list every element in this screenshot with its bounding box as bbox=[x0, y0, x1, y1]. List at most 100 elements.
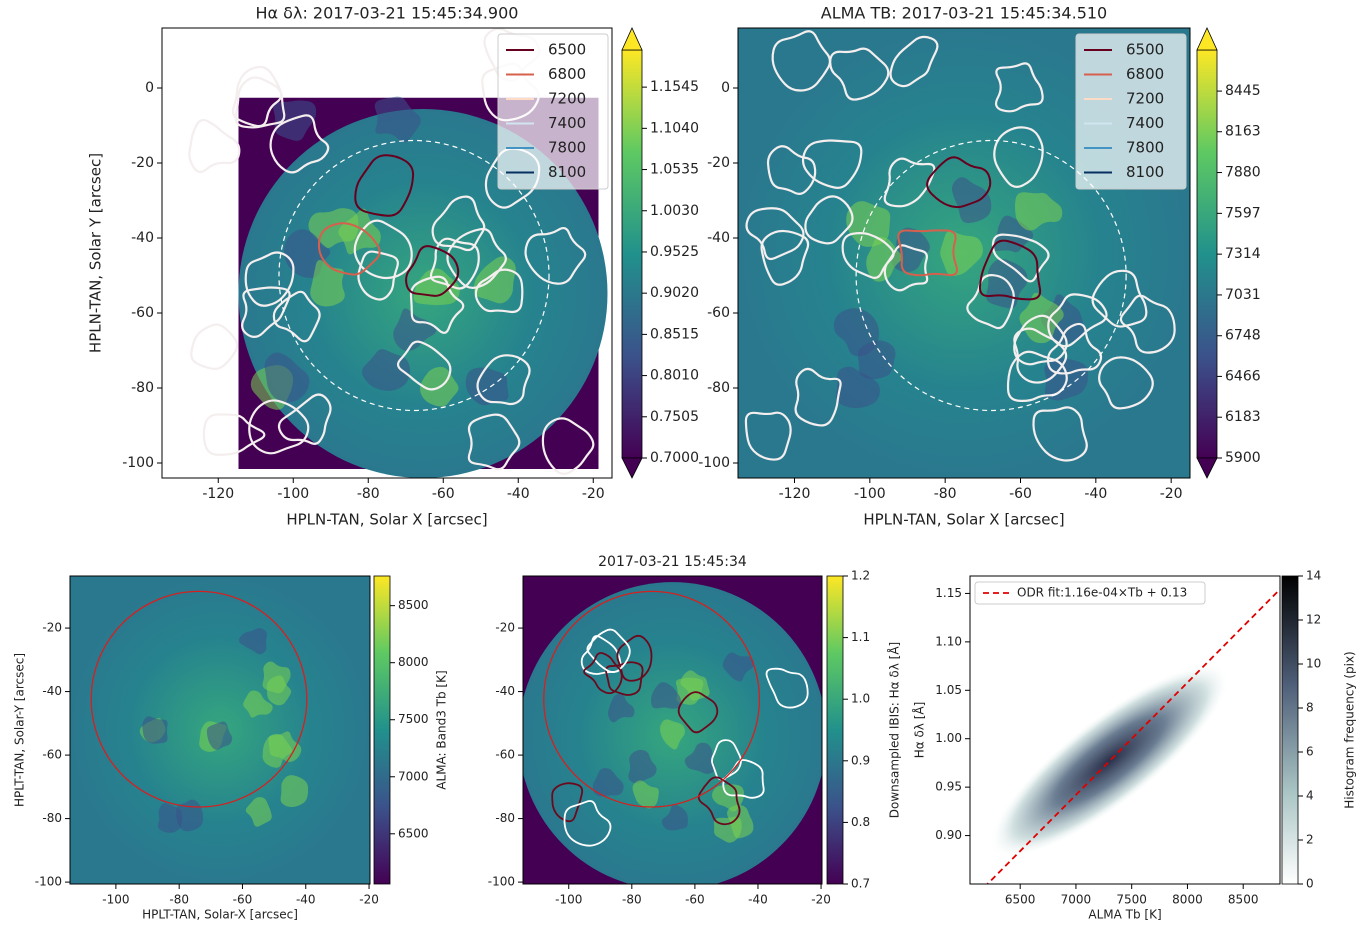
colorbar-tick-label: 7000 bbox=[398, 769, 429, 783]
colorbar-label: ALMA: Band3 Tb [K] bbox=[435, 670, 449, 789]
image-feature bbox=[473, 256, 516, 304]
x-tick-label: -20 bbox=[1160, 486, 1183, 502]
colorbar-tick-label: 6748 bbox=[1225, 328, 1261, 344]
legend-label: ODR fit:1.16e-04×Tb + 0.13 bbox=[1017, 586, 1187, 600]
contour bbox=[978, 239, 1042, 301]
contour bbox=[1046, 322, 1103, 375]
image-feature bbox=[940, 230, 983, 276]
x-tick-label: -100 bbox=[555, 893, 582, 907]
colorbar-tick-label: 5900 bbox=[1225, 450, 1261, 466]
image-feature bbox=[280, 775, 309, 808]
y-tick-label: -40 bbox=[495, 684, 515, 698]
colorbar-tick-label: 2 bbox=[1306, 833, 1314, 847]
contour bbox=[744, 411, 792, 461]
contour bbox=[476, 354, 531, 406]
contour bbox=[231, 65, 283, 128]
image-feature bbox=[592, 768, 624, 797]
colorbar-tick-label: 1.1040 bbox=[650, 120, 699, 136]
x-tick-label: -20 bbox=[811, 893, 831, 907]
legend-label: 7200 bbox=[1126, 90, 1164, 108]
contour bbox=[841, 232, 895, 279]
x-tick-label: -40 bbox=[1084, 486, 1107, 502]
image-feature bbox=[628, 749, 657, 784]
colorbar-tick-label: 1.1545 bbox=[650, 79, 699, 95]
colorbar-extend bbox=[621, 27, 643, 51]
contour bbox=[190, 323, 239, 370]
x-tick-label: -100 bbox=[277, 486, 309, 502]
image-feature bbox=[680, 670, 710, 701]
image-feature bbox=[661, 804, 688, 831]
image-feature bbox=[659, 719, 685, 750]
colorbar bbox=[1196, 49, 1218, 459]
x-axis-label: HPLT-TAN, Solar-X [arcsec] bbox=[142, 908, 298, 922]
plot-area bbox=[70, 576, 370, 884]
legend-label: 7400 bbox=[548, 114, 586, 132]
colorbar-tick-label: 12 bbox=[1306, 613, 1321, 627]
colorbar-label: Downsampled IBIS: Hα δλ [Å] bbox=[887, 642, 902, 818]
image-feature bbox=[722, 652, 755, 682]
colorbar-tick-label: 0.8515 bbox=[650, 326, 699, 342]
contour bbox=[794, 367, 842, 427]
x-tick-label: 8500 bbox=[1228, 893, 1259, 907]
image-feature bbox=[727, 805, 754, 839]
y-tick-label: -40 bbox=[42, 684, 62, 698]
image-feature bbox=[243, 690, 273, 718]
contour bbox=[889, 35, 939, 88]
fit-line bbox=[986, 588, 1280, 884]
density-cloud bbox=[989, 663, 1230, 859]
y-axis-label: Hα δλ [Å] bbox=[912, 702, 927, 759]
colorbar-tick-label: 1.0030 bbox=[650, 203, 699, 219]
colorbar-tick-label: 0.9525 bbox=[650, 244, 699, 260]
x-tick-label: 8000 bbox=[1172, 893, 1203, 907]
x-tick-label: -40 bbox=[507, 486, 530, 502]
colorbar-tick-label: 6500 bbox=[398, 826, 429, 840]
image-feature bbox=[684, 742, 716, 774]
contour bbox=[1091, 269, 1148, 328]
reference-circle bbox=[855, 139, 1127, 412]
contour bbox=[1047, 293, 1108, 348]
y-tick-label: -60 bbox=[131, 305, 154, 321]
contour bbox=[583, 652, 623, 695]
colorbar-tick-label: 8163 bbox=[1225, 124, 1261, 140]
legend-box bbox=[1075, 33, 1187, 190]
y-tick-label: -80 bbox=[495, 811, 515, 825]
y-axis-label: HPLT-TAN, Solar-Y [arcsec] bbox=[13, 653, 27, 807]
contour bbox=[994, 62, 1044, 113]
legend-label: 7200 bbox=[548, 90, 586, 108]
colorbar bbox=[621, 49, 643, 459]
x-axis-label: HPLN-TAN, Solar X [arcsec] bbox=[286, 511, 487, 529]
contour bbox=[551, 782, 584, 823]
colorbar-tick-label: 8500 bbox=[398, 598, 429, 612]
y-tick-label: -60 bbox=[42, 748, 62, 762]
legend-label: 7800 bbox=[548, 139, 586, 157]
contour bbox=[1098, 356, 1154, 410]
colorbar bbox=[826, 575, 844, 885]
axes-frame bbox=[969, 575, 1281, 885]
chart-title: ALMA TB: 2017-03-21 15:45:34.510 bbox=[821, 4, 1107, 23]
contour bbox=[586, 628, 631, 674]
chart-title: 2017-03-21 15:45:34 bbox=[598, 554, 747, 570]
y-tick-label: -20 bbox=[707, 155, 730, 171]
contour bbox=[431, 195, 486, 252]
image-feature bbox=[951, 177, 992, 224]
image-feature bbox=[393, 308, 437, 352]
y-tick-label: -100 bbox=[35, 875, 62, 889]
y-tick-label: -20 bbox=[131, 155, 154, 171]
contour bbox=[563, 800, 612, 847]
x-tick-label: -120 bbox=[202, 486, 234, 502]
colorbar-tick-label: 0.9 bbox=[851, 753, 870, 767]
legend-box bbox=[497, 33, 609, 190]
y-tick-label: 0 bbox=[721, 80, 730, 96]
x-tick-label: 6500 bbox=[1005, 893, 1036, 907]
contour bbox=[353, 219, 413, 280]
contour bbox=[188, 118, 241, 174]
x-axis-label: HPLN-TAN, Solar X [arcsec] bbox=[863, 511, 1064, 529]
colorbar-tick-label: 6183 bbox=[1225, 409, 1261, 425]
image-feature bbox=[206, 721, 233, 750]
contour bbox=[241, 286, 291, 338]
x-tick-label: 7000 bbox=[1061, 893, 1092, 907]
x-tick-label: 7500 bbox=[1116, 893, 1147, 907]
legend-label: 8100 bbox=[1126, 163, 1164, 181]
colorbar-tick-label: 0.7 bbox=[851, 877, 870, 891]
axes-frame bbox=[522, 575, 823, 885]
